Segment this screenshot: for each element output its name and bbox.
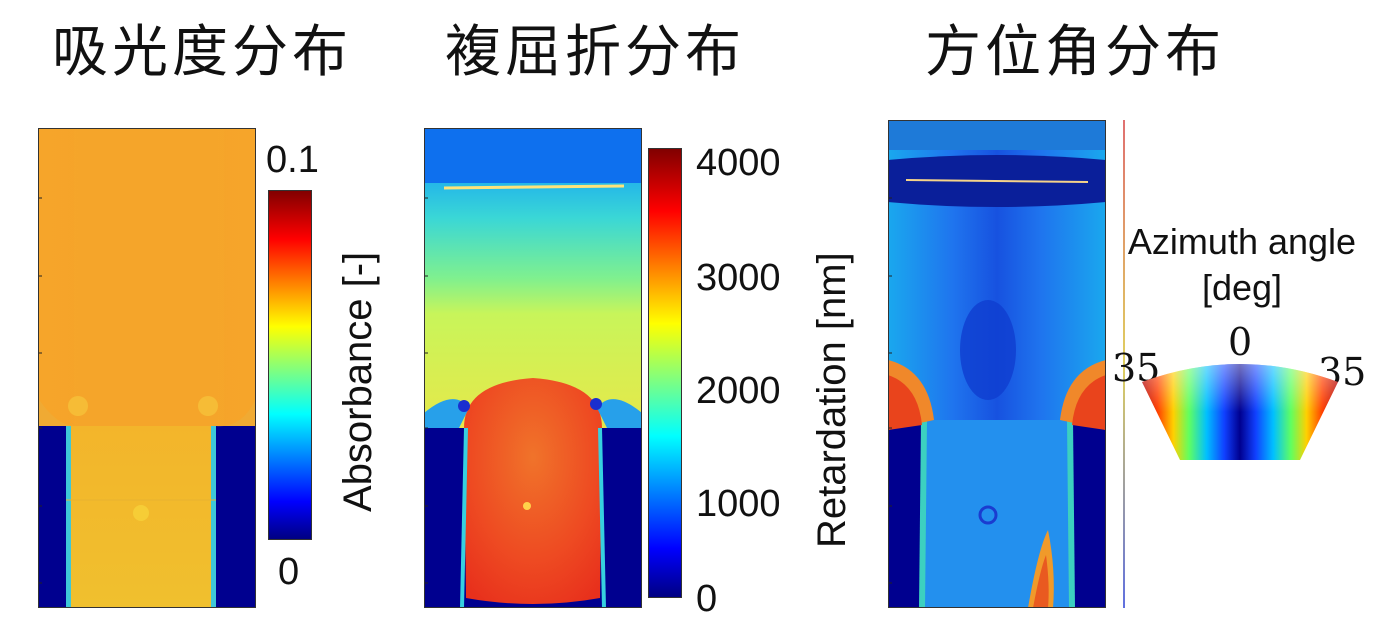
absorbance-max-tick: 0.1 xyxy=(266,139,319,181)
retardation-tick-0: 0 xyxy=(696,578,718,620)
retardation-tick-1000: 1000 xyxy=(696,483,781,525)
retardation-colorbar-label: Retardation [nm] xyxy=(810,252,854,548)
absorbance-colorbar xyxy=(268,190,312,540)
azimuth-image xyxy=(888,120,1106,608)
azimuth-fan-legend xyxy=(1142,364,1338,460)
azimuth-legend-title: Azimuth angle xyxy=(1127,221,1357,262)
absorbance-title: 吸光度分布 xyxy=(52,20,352,85)
birefringence-title: 複屈折分布 xyxy=(445,20,745,85)
azimuth-edge-line xyxy=(1123,120,1125,608)
retardation-tick-2000: 2000 xyxy=(696,370,781,412)
azimuth-legend-unit: [deg] xyxy=(1201,267,1283,308)
absorbance-image xyxy=(38,128,256,608)
absorbance-colorbar-label: Absorbance [-] xyxy=(336,251,380,512)
azimuth-title: 方位角分布 xyxy=(925,20,1225,85)
retardation-image xyxy=(424,128,642,608)
retardation-colorbar xyxy=(648,148,682,598)
azimuth-legend-center-value: 0 xyxy=(1228,320,1253,364)
absorbance-min-tick: 0 xyxy=(278,551,300,593)
retardation-tick-4000: 4000 xyxy=(696,142,781,184)
retardation-tick-3000: 3000 xyxy=(696,257,781,299)
